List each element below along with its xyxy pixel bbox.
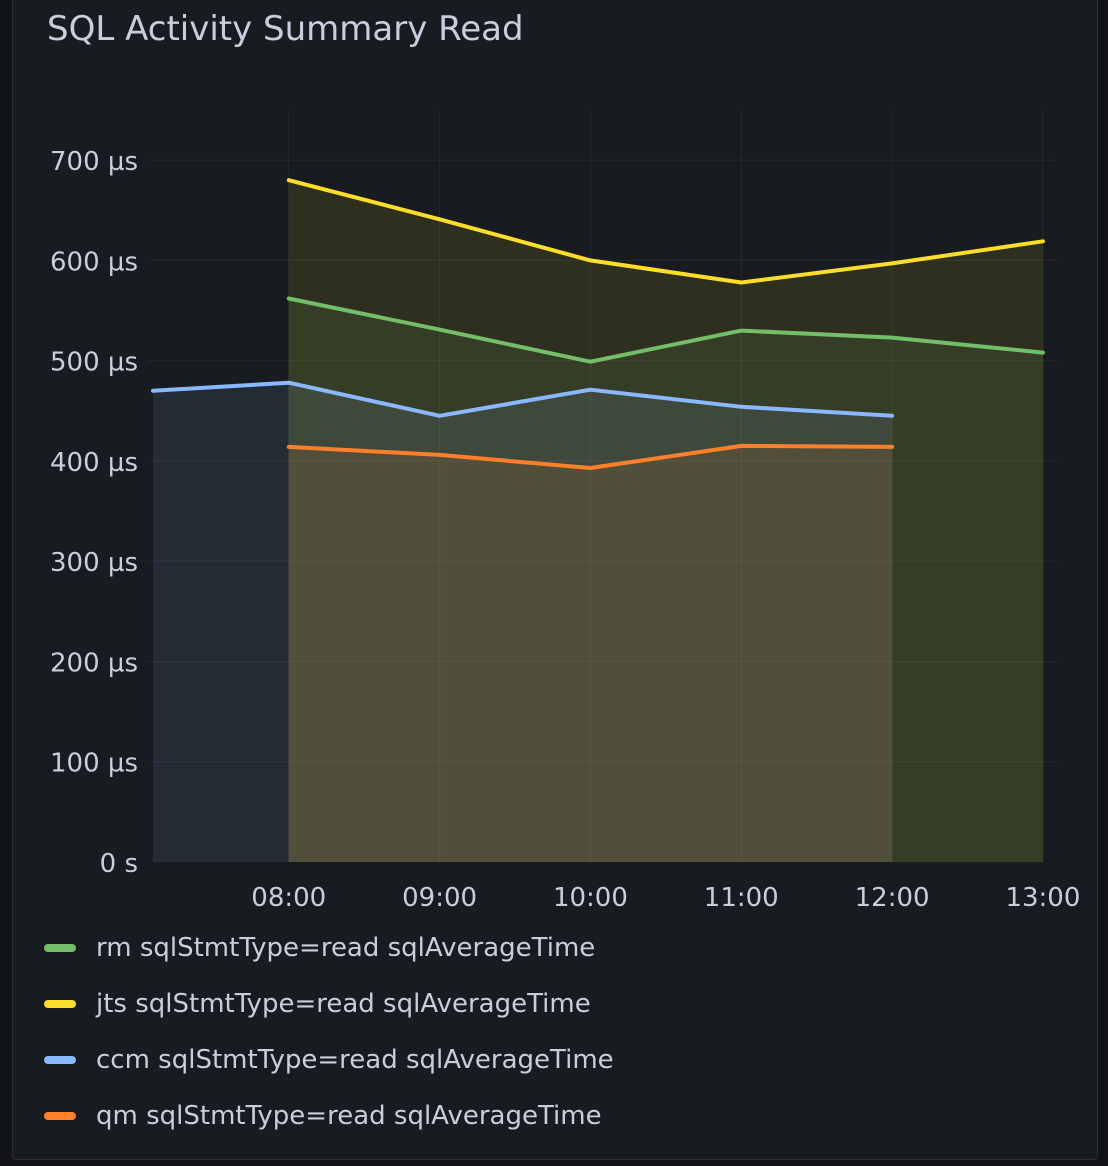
series-line-2 [151,380,895,418]
legend-swatch [44,1112,76,1120]
legend-label: qm sqlStmtType=read sqlAverageTime [96,1101,602,1131]
x-tick-label: 11:00 [704,883,779,913]
series-area-3 [288,445,893,862]
x-tick-label: 13:00 [1005,883,1080,913]
series-area-2 [153,382,893,862]
legend-item[interactable]: rm sqlStmtType=read sqlAverageTime [44,920,614,976]
legend-swatch [44,1000,76,1008]
y-tick-label: 700 µs [50,147,138,177]
series-area-1 [288,180,1043,862]
y-tick-label: 600 µs [50,247,138,277]
series-area-0 [288,298,1043,862]
legend-swatch [44,1056,76,1064]
legend-item[interactable]: ccm sqlStmtType=read sqlAverageTime [44,1032,614,1088]
series-line-3 [286,443,895,470]
legend-label: jts sqlStmtType=read sqlAverageTime [96,989,591,1019]
y-tick-label: 0 s [100,849,138,879]
x-tick-label: 08:00 [251,883,326,913]
y-tick-label: 200 µs [50,648,138,678]
x-tick-label: 09:00 [402,883,477,913]
legend-label: ccm sqlStmtType=read sqlAverageTime [96,1045,614,1075]
x-tick-label: 10:00 [553,883,628,913]
y-tick-label: 300 µs [50,548,138,578]
y-tick-label: 500 µs [50,348,138,378]
chart-panel: SQL Activity Summary Read [12,0,1098,1160]
series-line-0 [286,296,1045,364]
legend-item[interactable]: qm sqlStmtType=read sqlAverageTime [44,1088,614,1144]
y-tick-label: 100 µs [50,749,138,779]
series-line-1 [286,178,1045,285]
y-tick-label: 400 µs [50,448,138,478]
legend-swatch [44,944,76,952]
x-tick-label: 12:00 [855,883,930,913]
legend-item[interactable]: jts sqlStmtType=read sqlAverageTime [44,976,614,1032]
legend-label: rm sqlStmtType=read sqlAverageTime [96,933,596,963]
legend: rm sqlStmtType=read sqlAverageTime jts sq… [44,920,614,1144]
panel-title: SQL Activity Summary Read [47,9,524,49]
